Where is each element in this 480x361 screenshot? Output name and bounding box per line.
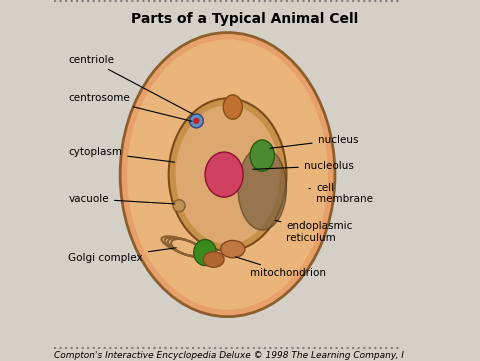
Ellipse shape: [179, 119, 221, 216]
Text: nucleolus: nucleolus: [253, 161, 354, 171]
Text: Parts of a Typical Animal Cell: Parts of a Typical Animal Cell: [131, 12, 358, 26]
Text: centrosome: centrosome: [68, 93, 192, 121]
Ellipse shape: [221, 240, 245, 258]
Ellipse shape: [190, 114, 204, 128]
Text: endoplasmic
reticulum: endoplasmic reticulum: [276, 220, 353, 243]
Ellipse shape: [194, 240, 216, 266]
Ellipse shape: [204, 252, 224, 267]
Text: nucleus: nucleus: [270, 135, 358, 148]
Ellipse shape: [168, 99, 287, 251]
Ellipse shape: [193, 118, 200, 124]
Ellipse shape: [176, 105, 279, 244]
Ellipse shape: [173, 200, 185, 212]
Text: vacuole: vacuole: [68, 194, 175, 204]
Ellipse shape: [205, 152, 243, 197]
Text: centriole: centriole: [68, 55, 192, 114]
Text: mitochondrion: mitochondrion: [235, 257, 326, 278]
Text: Golgi complex: Golgi complex: [68, 248, 176, 263]
Text: cytoplasm: cytoplasm: [68, 147, 175, 162]
Ellipse shape: [250, 140, 275, 171]
Text: Compton's Interactive Encyclopedia Deluxe © 1998 The Learning Company, I: Compton's Interactive Encyclopedia Delux…: [54, 351, 404, 360]
Ellipse shape: [238, 147, 287, 230]
Ellipse shape: [120, 32, 335, 317]
Text: cell
membrane: cell membrane: [309, 183, 373, 204]
Ellipse shape: [127, 39, 328, 310]
Ellipse shape: [223, 95, 242, 119]
